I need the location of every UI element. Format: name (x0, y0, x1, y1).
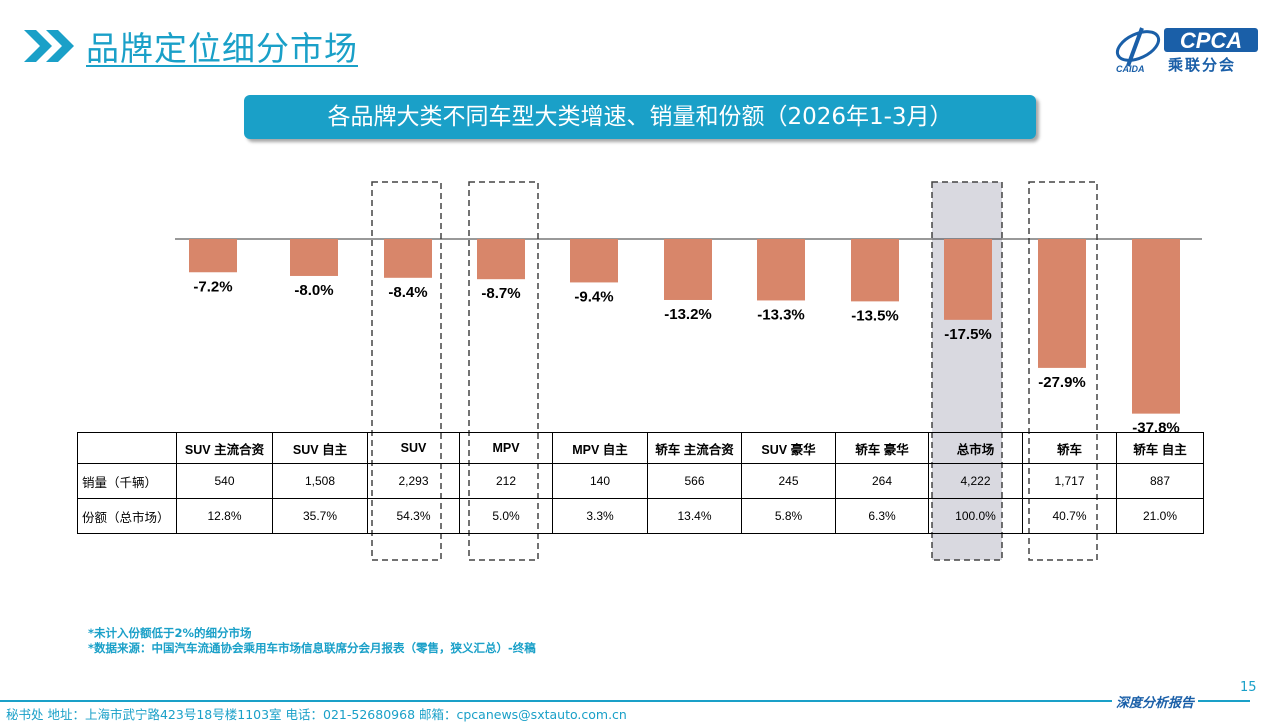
sales-cell-7: 264 (835, 463, 929, 499)
column-header-0: SUV 主流合资 (176, 432, 273, 464)
bar-3 (477, 239, 525, 280)
data-label-9: -27.9% (1038, 374, 1086, 391)
logo-small-text: CAIDA (1116, 64, 1145, 74)
share-cell-3: 5.0% (459, 498, 553, 534)
data-label-0: -7.2% (193, 278, 232, 295)
bar-7 (851, 239, 899, 302)
bar-1 (290, 239, 338, 276)
sales-cell-10: 887 (1116, 463, 1204, 499)
column-header-4: MPV 自主 (552, 432, 648, 464)
column-header-9: 轿车 (1022, 432, 1117, 464)
share-cell-9: 40.7% (1022, 498, 1117, 534)
share-cell-8: 100.0% (928, 498, 1023, 534)
column-header-8: 总市场 (928, 432, 1023, 464)
sales-cell-5: 566 (647, 463, 742, 499)
column-header-6: SUV 豪华 (741, 432, 836, 464)
sales-cell-4: 140 (552, 463, 648, 499)
data-label-4: -9.4% (574, 288, 613, 305)
sales-cell-2: 2,293 (367, 463, 460, 499)
data-label-1: -8.0% (294, 282, 333, 299)
row-label-sales: 销量（千辆） (77, 463, 177, 499)
data-label-3: -8.7% (481, 285, 520, 302)
cpca-logo: CPCA CAIDA (1115, 27, 1258, 74)
table-row-share: 份额（总市场） 12.8% 35.7% 54.3% 5.0% 3.3% 13.4% 5.8%… (77, 498, 1204, 534)
page-number: 15 (1240, 680, 1257, 695)
share-cell-0: 12.8% (176, 498, 273, 534)
share-cell-2: 54.3% (367, 498, 460, 534)
data-label-2: -8.4% (388, 284, 427, 301)
page-title: 品牌定位细分市场 (86, 29, 358, 68)
highlight-box-9 (1028, 181, 1098, 561)
bar-9 (1038, 239, 1086, 368)
bar-0 (189, 239, 237, 273)
data-label-5: -13.2% (664, 306, 712, 323)
share-cell-7: 6.3% (835, 498, 929, 534)
bar-10 (1132, 239, 1180, 414)
column-header-2: SUV (367, 432, 460, 464)
chevron-icon (24, 30, 74, 62)
sales-cell-0: 540 (176, 463, 273, 499)
column-header-10: 轿车 自主 (1116, 432, 1204, 464)
sales-cell-8: 4,222 (928, 463, 1023, 499)
share-cell-5: 13.4% (647, 498, 742, 534)
bar-5 (664, 239, 712, 300)
bar-4 (570, 239, 618, 283)
share-cell-1: 35.7% (272, 498, 368, 534)
sales-cell-9: 1,717 (1022, 463, 1117, 499)
sales-cell-6: 245 (741, 463, 836, 499)
column-header-1: SUV 自主 (272, 432, 368, 464)
source-note: *数据来源：中国汽车流通协会乘用车市场信息联席分会月报表（零售，狭义汇总）-终稿 (88, 641, 536, 655)
table-row-sales: 销量（千辆） 540 1,508 2,293 212 140 566 245 264 4,222… (77, 463, 1204, 499)
share-cell-10: 21.0% (1116, 498, 1204, 534)
table-header-row: SUV 主流合资 SUV 自主 SUV MPV MPV 自主 轿车 主流合资 SUV 豪华轿… (77, 432, 1204, 464)
share-cell-6: 5.8% (741, 498, 836, 534)
sales-cell-3: 212 (459, 463, 553, 499)
data-label-6: -13.3% (757, 306, 805, 323)
bar-6 (757, 239, 805, 301)
logo-subtitle: 乘联分会 (1168, 56, 1237, 74)
data-table: SUV 主流合资 SUV 自主 SUV MPV MPV 自主 轿车 主流合资 SUV 豪华轿… (77, 432, 1204, 534)
column-header-5: 轿车 主流合资 (647, 432, 742, 464)
row-label-share: 份额（总市场） (77, 498, 177, 534)
table-corner-cell (77, 432, 177, 464)
column-header-3: MPV (459, 432, 553, 464)
logo-text: CPCA (1180, 28, 1242, 53)
footer-contact: 秘书处 地址：上海市武宁路423号18号楼1103室 电话：021-526809… (6, 707, 627, 722)
column-header-7: 轿车 豪华 (835, 432, 929, 464)
chart-title: 各品牌大类不同车型大类增速、销量和份额（2026年1-3月） (244, 95, 1036, 139)
sales-cell-1: 1,508 (272, 463, 368, 499)
data-label-7: -13.5% (851, 307, 899, 324)
bar-8 (944, 239, 992, 320)
bar-2 (384, 239, 432, 278)
highlight-box-2 (371, 181, 442, 561)
footnote: *未计入份额低于2%的细分市场 (88, 626, 252, 640)
footer-divider (0, 700, 1250, 702)
data-label-8: -17.5% (944, 326, 992, 343)
share-cell-4: 3.3% (552, 498, 648, 534)
report-type-label: 深度分析报告 (1112, 692, 1199, 711)
highlight-box-3 (468, 181, 539, 561)
